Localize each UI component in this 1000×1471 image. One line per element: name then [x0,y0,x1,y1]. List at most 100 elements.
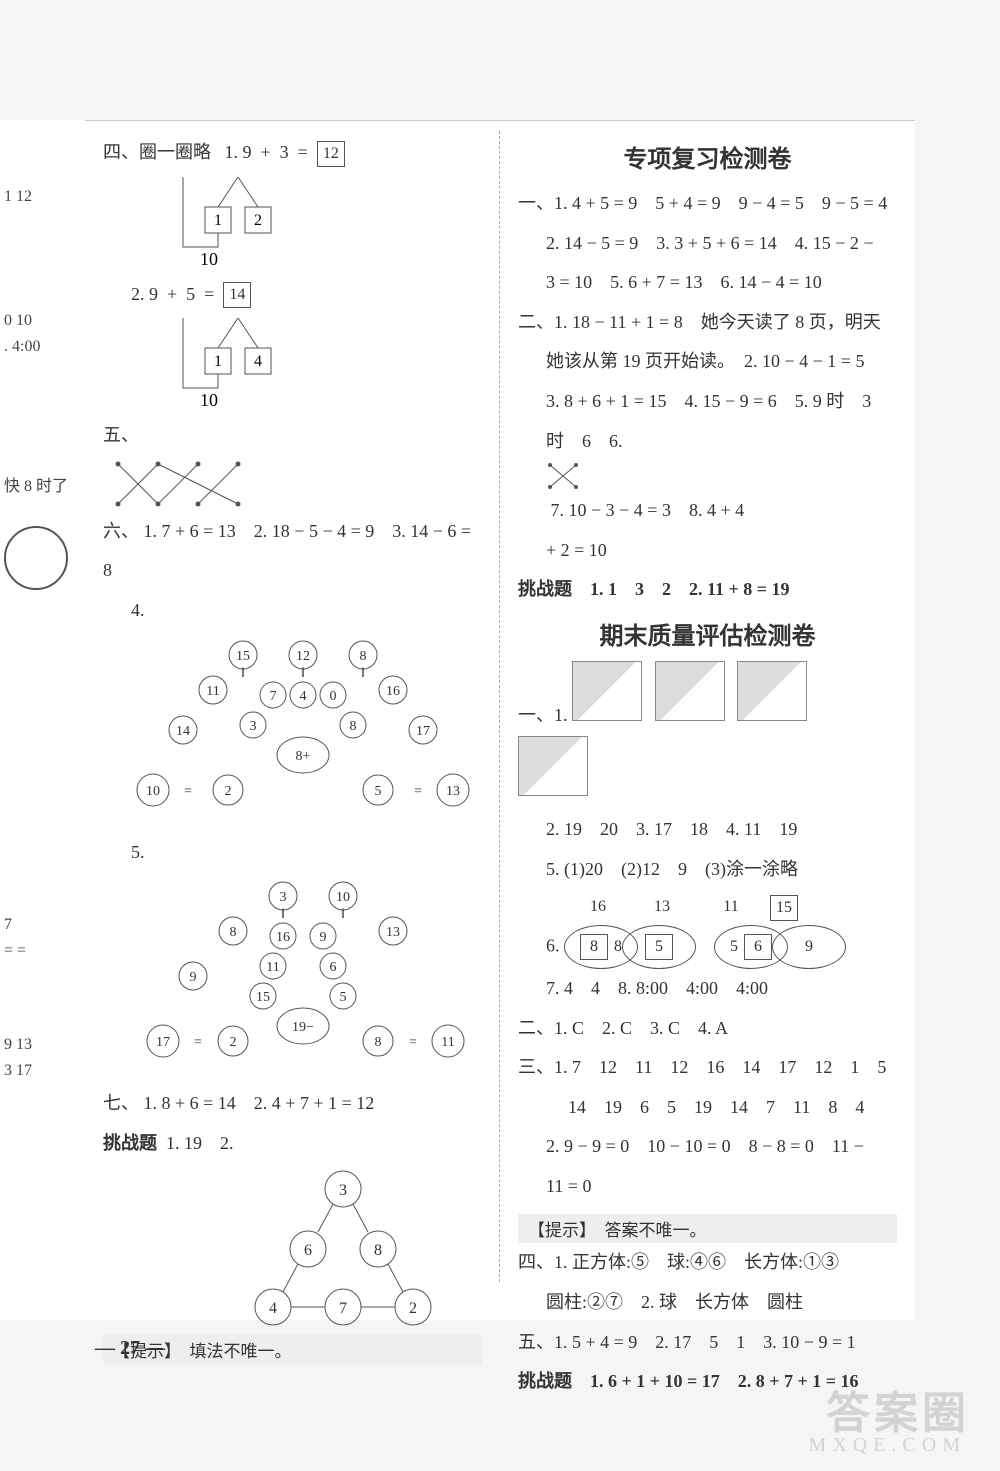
ch1: 挑战题 1. 1 3 2 2. 11 + 8 = 19 [518,570,897,610]
r2d: 时 6 6. 7. 10 − 3 − 4 = 3 8. 4 + 4 [518,422,897,531]
frag: . 4:00 [4,338,81,356]
page-number: — 27 — [95,1337,165,1360]
svg-text:=: = [409,1035,417,1050]
left-column: 四、圈一圈略 1. 9 + 3 = 12 1 2 10 2. 9 [85,121,500,1320]
t7: 7. 4 4 8. 8:00 4:00 4:00 [518,969,897,1009]
tangram-icon [518,736,588,796]
svg-text:7: 7 [339,1300,347,1317]
split-diagram-1: 1 2 10 [123,177,482,267]
text: 1. 19 2. [166,1133,234,1153]
n: 9 [149,284,158,304]
svg-text:0: 0 [330,689,337,704]
frag: 9 13 [4,1036,81,1054]
svg-text:‖: ‖ [281,907,285,922]
svg-text:=: = [414,784,422,799]
svg-text:6: 6 [330,960,337,975]
t1: 一、1. [518,661,897,810]
section-6: 六、 1. 7 + 6 = 13 2. 18 − 5 − 4 = 9 3. 14… [103,512,482,591]
r2c: 3. 8 + 6 + 1 = 15 4. 15 − 9 = 6 5. 9 时 3 [518,382,897,422]
n: 16 [568,889,628,924]
n: 3 [280,142,289,162]
r1c: 3 = 10 5. 6 + 7 = 13 6. 14 − 4 = 10 [518,263,897,303]
n: 5 [645,934,673,960]
n: 15 [770,895,798,921]
svg-text:=: = [194,1035,202,1050]
n: 8 [580,934,608,960]
q6-4: 4. [103,591,482,631]
frag: 0 10 [4,312,81,330]
u3: 三、1. 7 12 11 12 16 14 17 12 1 5 [518,1048,897,1088]
tangram-icon [572,661,642,721]
label: 挑战题 [103,1133,157,1153]
n: 5 [186,284,195,304]
venn-left2: 5 [622,925,696,969]
n: 11 [696,889,766,924]
r1: 一、1. 4 + 5 = 9 5 + 4 = 9 9 − 4 = 5 9 − 5… [518,184,897,224]
svg-text:‖: ‖ [301,666,305,681]
t: 挑战题 1. 1 3 2 2. 11 + 8 = 19 [518,579,790,599]
n: 8 [614,929,622,964]
label: 六、 [103,521,139,541]
split-diagram-2: 1 4 10 [123,318,482,408]
svg-text:12: 12 [296,649,310,664]
svg-text:3: 3 [280,890,287,905]
svg-text:3: 3 [339,1182,347,1199]
svg-text:13: 13 [386,925,400,940]
r2b: 她该从第 19 页开始读。 2. 10 − 4 − 1 = 5 [518,342,897,382]
q6-5: 5. [103,833,482,873]
svg-text:2: 2 [409,1300,417,1317]
svg-text:8: 8 [375,1035,382,1050]
frag: 3 17 [4,1062,81,1080]
svg-text:4: 4 [254,353,262,370]
n: 9 [805,929,813,964]
svg-text:10: 10 [336,890,350,905]
svg-text:14: 14 [176,724,190,739]
u3d: 11 = 0 [518,1167,897,1207]
num: 2. [131,284,145,304]
title-special: 专项复习检测卷 [518,139,897,174]
venn-top: 16 13 11 15 [518,889,897,924]
svg-text:16: 16 [386,684,400,699]
section-7: 七、 1. 8 + 6 = 14 2. 4 + 7 + 1 = 12 [103,1084,482,1124]
t: 挑战题 1. 6 + 1 + 10 = 17 2. 8 + 7 + 1 = 16 [518,1371,859,1391]
svg-text:19−: 19− [292,1020,314,1035]
watermark: 答案圈 [826,1377,970,1441]
svg-text:‖: ‖ [361,666,365,681]
section-5: 五、 [103,416,482,512]
svg-text:8: 8 [360,649,367,664]
answer-box: 14 [223,282,251,308]
svg-text:17: 17 [416,724,430,739]
t3: 5. (1)20 (2)12 9 (3)涂一涂略 [518,850,897,890]
n: 10 [200,249,218,267]
svg-text:‖: ‖ [341,907,345,922]
t2: 2. 19 20 3. 17 18 4. 11 19 [518,810,897,850]
svg-text:‖: ‖ [241,666,245,681]
n: 1 [214,212,222,229]
left-cutoff-column: 1 12 0 10 . 4:00 快 8 时了 7 = = 9 13 3 17 [0,120,85,1320]
svg-text:10: 10 [146,784,160,799]
r1b: 2. 14 − 5 = 9 3. 3 + 5 + 6 = 14 4. 15 − … [518,224,897,264]
section-4-header: 四、圈一圈略 1. 9 + 3 = 12 [103,133,482,173]
frag: 快 8 时了 [4,472,81,496]
label: 七、 [103,1093,139,1113]
svg-text:10: 10 [200,390,218,408]
frag: = = [4,942,81,960]
svg-text:17: 17 [156,1035,170,1050]
svg-text:9: 9 [190,970,197,985]
svg-text:5: 5 [375,784,382,799]
svg-text:8: 8 [230,925,237,940]
svg-text:5: 5 [340,990,347,1005]
n: 6 [744,934,772,960]
svg-text:15: 15 [236,649,250,664]
op: = [298,142,308,162]
op: + [167,284,177,304]
r2e: + 2 = 10 [518,531,897,571]
title-final: 期末质量评估检测卷 [518,616,897,651]
q4-2: 2. 9 + 5 = 14 [103,275,482,315]
u4b: 圆柱:②⑦ 2. 球 长方体 圆柱 [518,1283,897,1323]
svg-text:8: 8 [350,719,357,734]
svg-text:1: 1 [214,353,222,370]
watermark-sub: MXQE.COM [809,1434,966,1457]
answer-box: 12 [317,141,345,167]
u4: 四、1. 正方体:⑤ 球:④⑥ 长方体:①③ [518,1243,897,1283]
